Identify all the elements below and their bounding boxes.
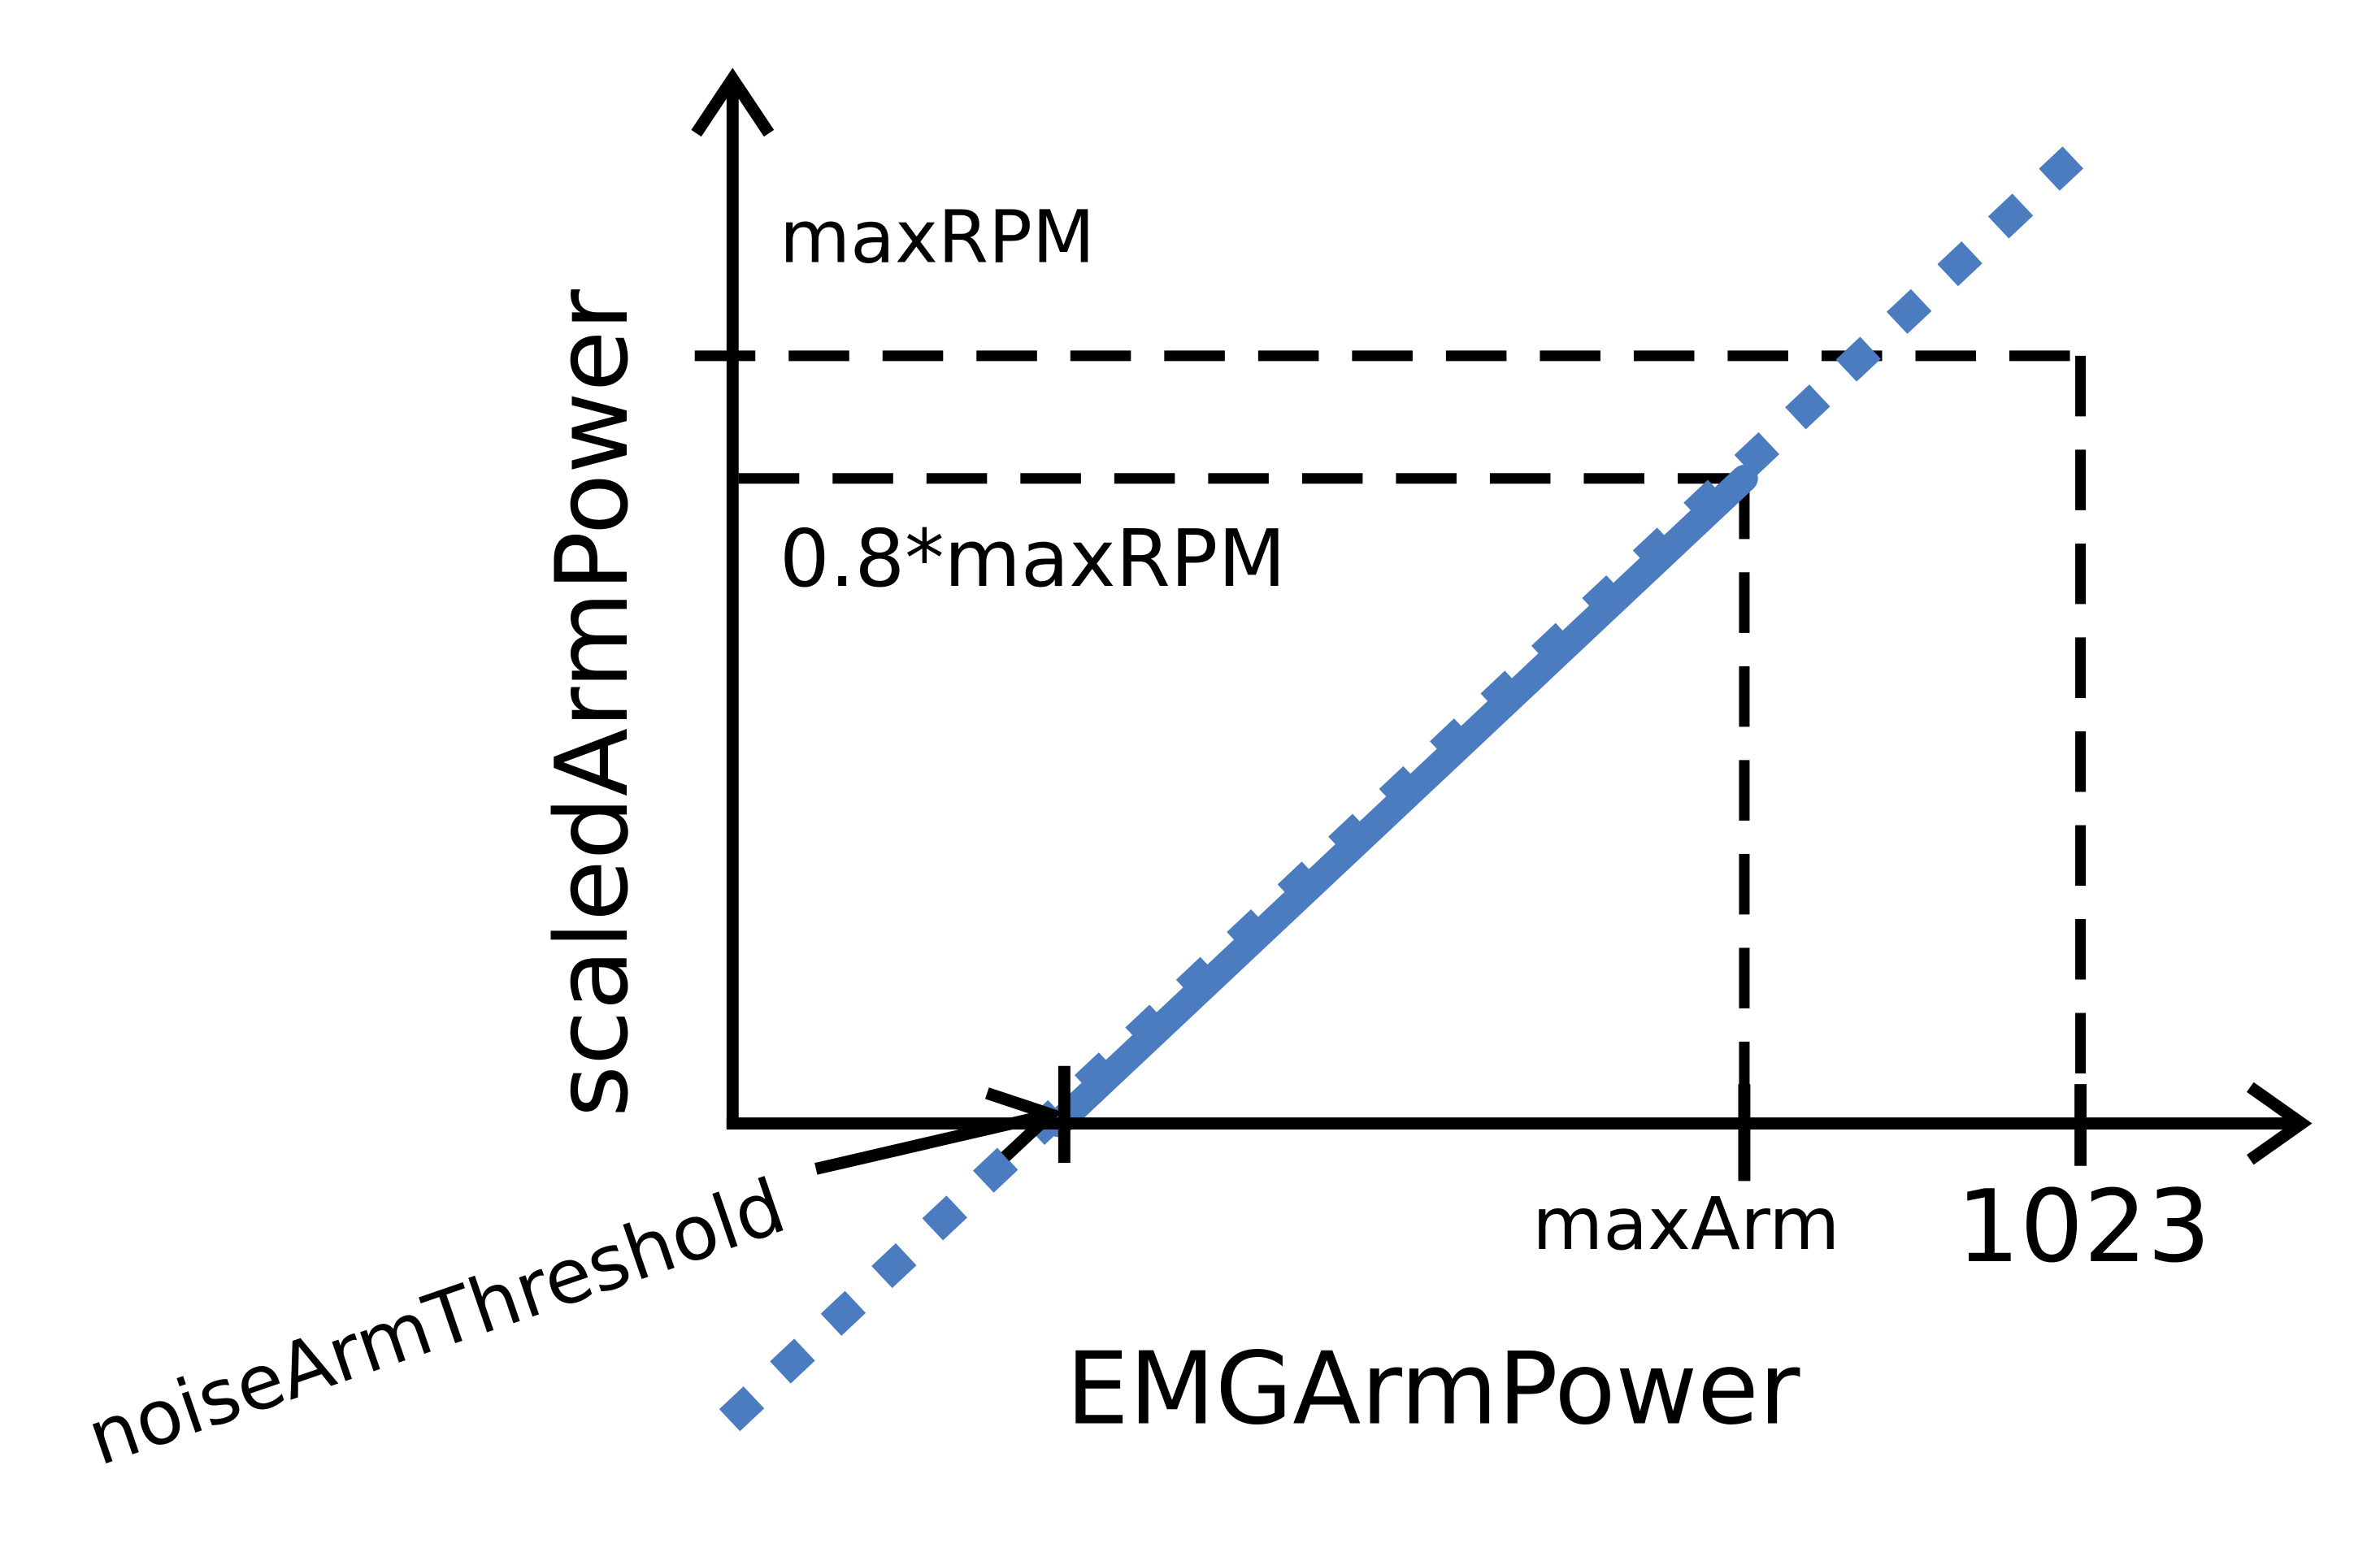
y-axis-arrowhead — [691, 67, 775, 137]
y-axis — [691, 67, 775, 1129]
active-mapping-segment — [1045, 465, 1758, 1138]
max-arm-label: maxArm — [1532, 1182, 1839, 1267]
x-axis-title: EMGArmPower — [1066, 1331, 1800, 1447]
input-max-label: 1023 — [1957, 1169, 2211, 1286]
threshold-pointer — [814, 1087, 1062, 1175]
max-rpm-label: maxRPM — [780, 195, 1095, 280]
axis-ticks — [1058, 1065, 2087, 1182]
guide-lines — [694, 350, 2087, 1124]
scaled-max-rpm-label: 0.8*maxRPM — [780, 513, 1286, 605]
threshold-pointer-arrowhead — [984, 1087, 1062, 1161]
y-axis-title: scaledArmPower — [535, 289, 651, 1117]
noise-threshold-label: noiseArmThreshold — [76, 1162, 795, 1482]
x-axis — [726, 1082, 2313, 1165]
x-axis-arrowhead — [2246, 1082, 2313, 1165]
